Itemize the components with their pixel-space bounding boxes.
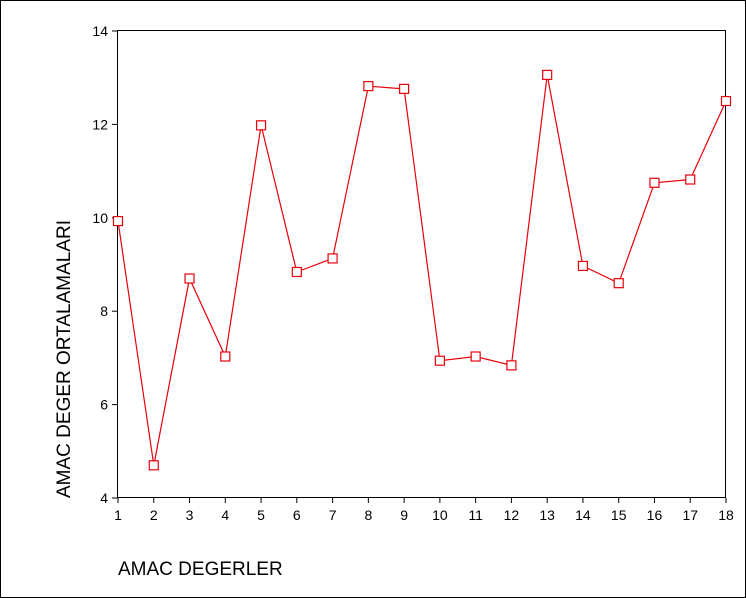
series-markers	[112, 69, 732, 471]
data-point-marker	[577, 260, 589, 272]
x-tick-label: 16	[647, 507, 663, 523]
x-tick-label: 3	[186, 507, 194, 523]
x-axis-title: AMAC DEGERLER	[118, 559, 283, 580]
data-point-marker	[255, 120, 267, 131]
x-tick-label: 12	[504, 507, 520, 523]
y-tick-label: 4	[100, 490, 108, 506]
data-point-marker	[148, 460, 159, 471]
data-point-marker	[434, 355, 445, 366]
data-point-marker	[291, 266, 302, 278]
y-axis-ticks: 4 6 8 10 12 14	[92, 23, 118, 506]
data-point-marker	[327, 253, 338, 264]
data-point-marker	[720, 95, 732, 107]
data-point-marker	[112, 215, 124, 227]
x-tick-label: 8	[364, 507, 372, 523]
x-tick-label: 4	[221, 507, 229, 523]
x-tick-label: 14	[575, 507, 591, 523]
x-tick-label: 9	[400, 507, 408, 523]
x-tick-label: 10	[432, 507, 448, 523]
x-tick-label: 7	[329, 507, 337, 523]
plot-area-frame	[117, 30, 726, 498]
y-tick-label: 10	[92, 210, 108, 226]
y-axis-title: AMAC DEGER ORTALAMALARI	[54, 220, 75, 498]
x-tick-label: 2	[150, 507, 158, 523]
data-point-marker	[649, 177, 660, 188]
data-point-marker	[363, 81, 374, 92]
x-tick-label: 1	[114, 507, 122, 523]
x-tick-label: 5	[257, 507, 265, 523]
data-point-marker	[613, 278, 624, 289]
y-tick-label: 8	[100, 303, 108, 319]
data-point-marker	[399, 83, 410, 95]
series-line	[117, 74, 727, 466]
data-point-marker	[542, 69, 553, 80]
x-axis-ticks: 1 2 3 4 5 6 7 8 9 10 11 12 13 14 15 16 17 18	[114, 498, 734, 523]
data-point-marker	[470, 351, 481, 362]
x-tick-label: 6	[293, 507, 301, 523]
x-tick-label: 11	[468, 507, 483, 523]
y-tick-label: 12	[92, 116, 108, 132]
data-point-marker	[220, 351, 231, 362]
x-tick-label: 13	[539, 507, 555, 523]
data-point-marker	[685, 174, 696, 185]
y-tick-label: 14	[92, 23, 108, 39]
x-tick-label: 18	[718, 507, 734, 523]
x-tick-label: 17	[682, 507, 698, 523]
data-point-marker	[184, 273, 195, 284]
y-tick-label: 6	[100, 397, 108, 413]
data-point-marker	[506, 360, 517, 371]
x-tick-label: 15	[611, 507, 627, 523]
